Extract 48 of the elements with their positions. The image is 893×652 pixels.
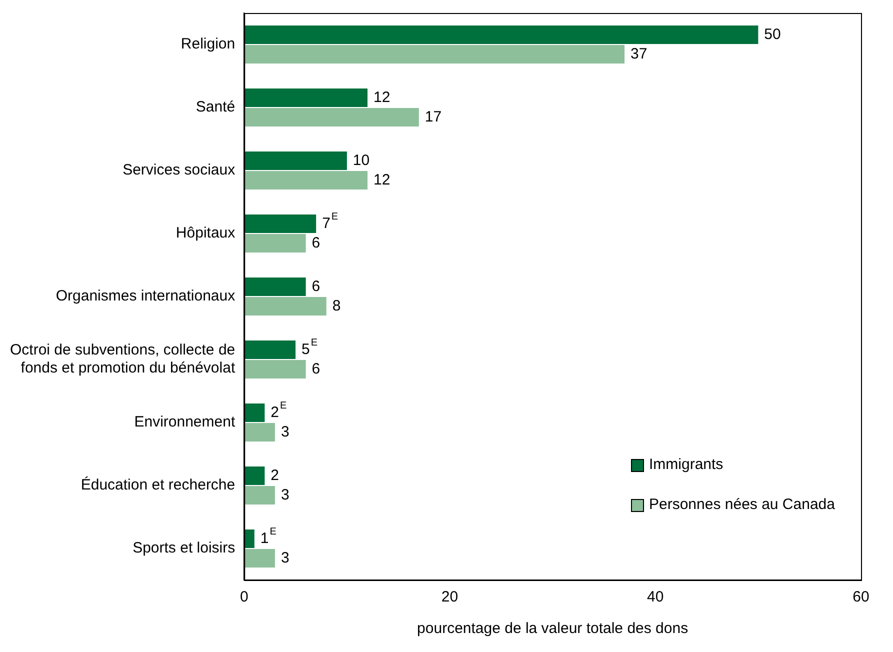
data-label: 2 <box>270 466 280 484</box>
data-label: 8 <box>332 297 341 314</box>
bar <box>244 340 296 360</box>
bar <box>244 151 347 170</box>
y-tick-label: Octroi de subventions, collecte de fonds et promotion du bénévolat <box>10 342 236 377</box>
data-label: 3 <box>280 486 290 504</box>
y-tick-label: Santé <box>196 98 236 116</box>
data-label: 6 <box>312 234 320 252</box>
y-tick-label: Sports et loisirs <box>132 540 236 557</box>
data-label: 12 <box>374 171 390 188</box>
legend-label: Immigrants <box>649 456 724 474</box>
bar <box>244 277 306 296</box>
bar <box>244 486 275 505</box>
data-label: 12 <box>374 88 390 106</box>
y-tick-label: Services sociaux <box>122 162 236 179</box>
legend-label: Personnes nées au Canada <box>649 496 836 514</box>
bar <box>244 234 306 253</box>
bar <box>244 466 265 486</box>
bar <box>244 214 316 234</box>
bar <box>244 529 254 548</box>
x-tick-label: 0 <box>240 588 248 606</box>
bar <box>244 170 368 190</box>
bar <box>244 108 419 127</box>
bar <box>244 548 275 568</box>
x-tick-label: 60 <box>852 588 870 606</box>
bar <box>244 422 275 442</box>
data-label: 50 <box>764 26 781 43</box>
bar <box>244 360 306 379</box>
data-label: 6 <box>312 278 320 295</box>
data-label: 37 <box>630 45 648 62</box>
x-tick-label: 20 <box>441 588 458 606</box>
bar <box>244 403 265 422</box>
bar <box>244 296 326 316</box>
data-label: 3 <box>280 423 290 440</box>
bar <box>244 88 368 108</box>
data-label: 6 <box>312 360 320 378</box>
data-label: 10 <box>352 152 370 169</box>
y-tick-label: Organismes internationaux <box>56 288 236 305</box>
bar <box>244 25 758 44</box>
bar <box>244 44 625 64</box>
data-label: 3 <box>280 549 290 566</box>
x-axis-title: pourcentage de la valeur totale des dons <box>417 620 688 638</box>
y-tick-label: Environnement <box>134 414 236 431</box>
y-tick-label: Éducation et recherche <box>80 476 236 494</box>
y-tick-label: Hôpitaux <box>176 224 236 242</box>
x-tick-label: 40 <box>647 588 664 606</box>
data-label: 17 <box>424 108 442 126</box>
y-tick-label: Religion <box>180 36 236 53</box>
